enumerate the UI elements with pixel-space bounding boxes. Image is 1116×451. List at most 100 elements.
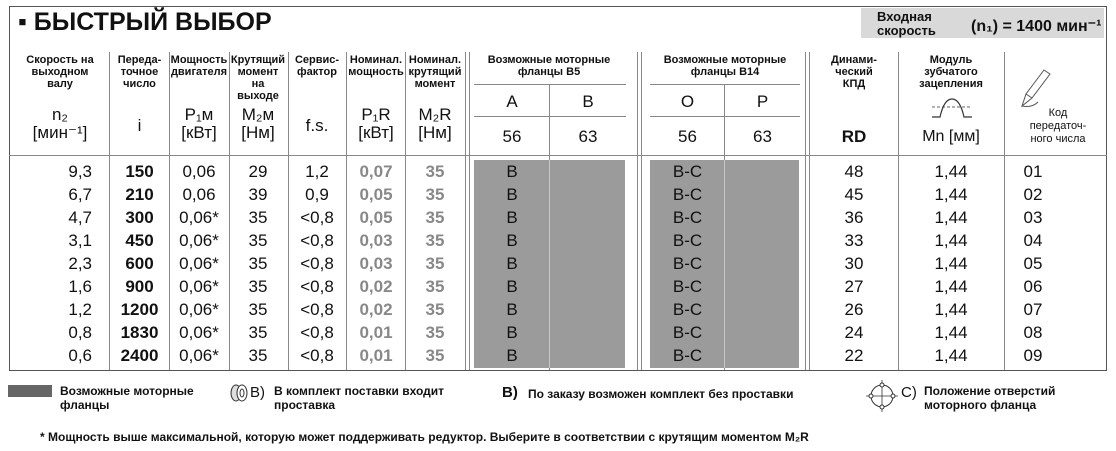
cell-m2r: 35 [425,300,445,319]
cell-n2: 3,1 [68,231,92,250]
cell-code: 02 [1023,185,1043,204]
header-b14-divider2 [650,116,800,117]
header-service-symbol: f.s. [305,116,329,135]
cell-p1r: 0,03 [359,231,393,250]
cell-i: 900 [125,277,154,296]
cell-p1r: 0,05 [359,185,393,204]
cell-n2: 9,3 [68,162,92,181]
cell-p1m: 0,06* [179,208,219,227]
cell-b14: B-C [672,162,703,181]
legend-spacer-line1: В комплект поставки входит [274,384,445,398]
header-service-line1: Сервис- [294,54,340,66]
header-n2-unit: [мин⁻¹] [32,123,88,142]
cell-b14: B-C [672,208,703,227]
cell-code: 06 [1023,277,1043,296]
header-b14-line2: фланцы B14 [690,66,760,78]
cell-m2m: 35 [248,277,268,296]
cell-p1r: 0,07 [359,162,393,181]
cell-b14: B-C [672,231,703,250]
cell-b5: B [506,208,518,227]
cell-p1r: 0,02 [359,300,393,319]
gear-tooth-icon [932,98,972,118]
cell-fs: <0,8 [300,346,334,365]
cell-b5: B [506,254,518,273]
input-speed-value: (n₁) = 1400 мин⁻¹ [971,18,1102,35]
header-b14-num-b: 63 [753,127,772,146]
cell-rd: 22 [844,346,864,365]
cell-p1m: 0,06* [179,346,219,365]
header-nom-torque-line2: крутящий [408,66,462,78]
cell-n2: 4,7 [68,208,92,227]
header-n2: Скорость на выходном валу [14,54,106,90]
header-eff-line2: ческий [835,66,873,78]
col-separator-double [465,52,470,370]
header-nom-power-line2: мощность [348,66,404,78]
input-speed-box: Входная скорость (n₁) = 1400 мин⁻¹ [861,8,1104,38]
cell-n2: 0,6 [68,346,92,365]
cell-fs: 1,2 [305,162,329,181]
cell-p1m: 0,06* [179,254,219,273]
cell-mn: 1,44 [934,323,968,342]
spacer-icon [230,384,248,402]
cell-n2: 6,7 [68,185,92,204]
cell-code: 05 [1023,254,1043,273]
cell-m2m: 35 [248,254,268,273]
header-nom-power-symbol: P₁R [361,105,391,124]
header-efficiency-symbol: RD [841,127,867,146]
cell-m2r: 35 [425,162,445,181]
cell-p1m: 0,06* [179,323,219,342]
header-module-line1: Модуль [929,54,973,66]
cell-fs: <0,8 [300,254,334,273]
header-b14: Возможные моторные фланцы B14 [650,54,800,78]
header-nom-torque-line3: момент [414,78,456,90]
header-eff-line3: КПД [842,78,866,90]
header-nom-torque-symbol: M₂R [418,105,452,124]
cell-rd: 45 [844,185,864,204]
cell-code: 09 [1023,346,1043,365]
cell-p1r: 0,01 [359,323,393,342]
header-b14-col-a: O [680,92,695,111]
cell-m2r: 35 [425,323,445,342]
header-torque-unit: [Нм] [241,123,275,142]
legend-holes-line2: моторного фланца [924,398,1037,412]
header-nom-power-unit: [кВт] [358,123,394,142]
col-separator-double [805,52,810,370]
header-module-symbol: Mn [мм] [922,128,980,145]
header-service: Сервис- фактор [290,54,344,78]
header-bottom-rule [9,155,1107,156]
cell-mn: 1,44 [934,346,968,365]
header-code-line1: Код [1048,107,1068,119]
cell-code: 04 [1023,231,1043,250]
cell-m2r: 35 [425,346,445,365]
cell-rd: 36 [844,208,864,227]
header-efficiency: Динами- ческий КПД [812,54,896,90]
header-power-line2: двигателя [170,66,228,78]
cell-n2: 1,6 [68,277,92,296]
cell-p1r: 0,05 [359,208,393,227]
cell-mn: 1,44 [934,162,968,181]
b5-block-divider [549,160,550,368]
cell-n2: 0,8 [68,323,92,342]
cell-m2m: 35 [248,231,268,250]
cell-i: 2400 [120,346,159,365]
footnote: * Мощность выше максимальной, которую мо… [40,430,809,444]
cell-m2r: 35 [425,231,445,250]
table-frame [9,6,1107,371]
cell-rd: 30 [844,254,864,273]
cell-m2r: 35 [425,254,445,273]
header-module-line2: зубчатого [924,66,978,78]
input-speed-label: Входная скорость [877,10,936,38]
cell-b5: B [506,277,518,296]
cell-b14: B-C [672,323,703,342]
flange-holes-icon [866,380,898,412]
cell-mn: 1,44 [934,231,968,250]
cell-b5: B [506,346,518,365]
header-power-symbol: P₁ᴍ [184,105,214,124]
cell-code: 03 [1023,208,1043,227]
cell-b5: B [506,185,518,204]
header-ratio: Переда- точное число [112,54,167,90]
header-power: Мощность двигателя [170,54,228,78]
cell-b5: B [506,162,518,181]
cell-fs: <0,8 [300,277,334,296]
header-nom-torque: Номинал. крутящий момент [406,54,464,90]
